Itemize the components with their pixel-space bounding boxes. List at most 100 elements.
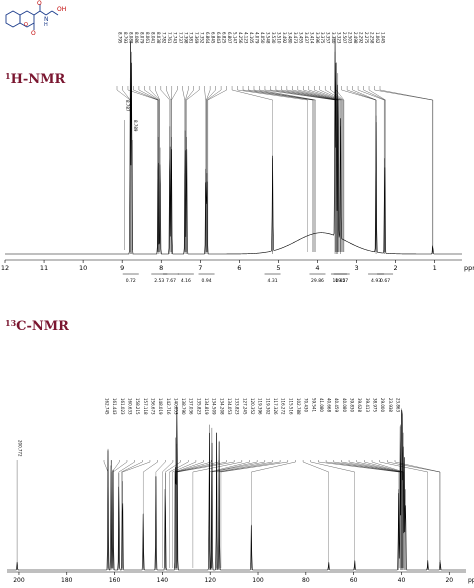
peak-label: 7.743 bbox=[172, 32, 177, 44]
integral-label: 29.86 bbox=[311, 278, 324, 284]
x-tick-label: 8 bbox=[159, 264, 163, 272]
x-tick-label: 200 bbox=[13, 577, 25, 584]
peak-label: 8.041 bbox=[150, 32, 155, 44]
peak-label: 7.737 bbox=[178, 32, 183, 44]
peak-label: 8.787 bbox=[125, 100, 130, 112]
label-leader bbox=[204, 89, 206, 101]
label-leader bbox=[259, 89, 316, 101]
label-leader bbox=[209, 461, 250, 473]
label-leader bbox=[166, 89, 171, 101]
label-leader bbox=[356, 461, 403, 473]
label-leader bbox=[127, 89, 158, 101]
peak-label: 148.019 bbox=[158, 398, 163, 415]
label-leader bbox=[206, 89, 216, 101]
integral-label: 19.57 bbox=[335, 278, 348, 284]
label-leader bbox=[325, 89, 343, 101]
peak-label: 39.830 bbox=[350, 398, 355, 412]
label-leader bbox=[176, 461, 227, 473]
integral-label: 7.67 bbox=[166, 278, 176, 284]
integral-label: 2.53 bbox=[154, 278, 164, 284]
label-leader bbox=[374, 89, 433, 101]
peak-label: 7.381 bbox=[189, 32, 194, 44]
peak-label: 134.509 bbox=[212, 398, 217, 415]
peak-label: 3.396 bbox=[315, 32, 320, 44]
label-leader bbox=[275, 89, 337, 101]
atom-label: O bbox=[37, 0, 42, 7]
peak-label: 70.430 bbox=[304, 398, 309, 412]
peak-label: 2.258 bbox=[370, 32, 375, 44]
x-tick-label: 160 bbox=[109, 577, 121, 584]
label-leader bbox=[207, 89, 222, 101]
peak-label: 4.050 bbox=[260, 32, 265, 44]
label-leader bbox=[112, 461, 120, 473]
label-leader bbox=[394, 461, 441, 473]
label-leader bbox=[185, 89, 194, 101]
label-leader bbox=[341, 461, 402, 473]
x-tick-label: 4 bbox=[315, 264, 319, 272]
integral-label: 10.82 bbox=[333, 278, 346, 284]
peak-label: 7.782 bbox=[161, 32, 166, 44]
x-tick-label: 6 bbox=[237, 264, 241, 272]
label-leader bbox=[177, 461, 235, 473]
label-leader bbox=[303, 89, 340, 101]
peak-label: 3.437 bbox=[304, 32, 309, 44]
label-leader bbox=[121, 461, 143, 473]
peak-label: 3.340 bbox=[331, 32, 336, 44]
peak-label: 8.795 bbox=[118, 32, 123, 44]
label-leader bbox=[144, 89, 159, 101]
integral-label: 0.67 bbox=[380, 278, 390, 284]
peak-label: 7.369 bbox=[194, 32, 199, 44]
integral-label: 4.16 bbox=[181, 278, 191, 284]
peak-label: 200.772 bbox=[18, 440, 23, 457]
label-leader bbox=[237, 89, 308, 101]
label-leader bbox=[169, 461, 189, 473]
label-leader bbox=[165, 461, 181, 473]
peak-label: 161.023 bbox=[120, 398, 125, 415]
peak-label: 3.414 bbox=[309, 32, 314, 44]
peak-label: 59.541 bbox=[311, 398, 316, 412]
peak-label: 3.323 bbox=[337, 32, 342, 44]
label-leader bbox=[242, 89, 313, 101]
peak-label: 40.668 bbox=[327, 398, 332, 412]
peak-label: 7.352 bbox=[200, 32, 205, 44]
label-leader bbox=[314, 89, 342, 101]
peak-label: 3.375 bbox=[320, 32, 325, 44]
label-leader bbox=[232, 89, 273, 101]
peak-label: 119.302 bbox=[265, 398, 270, 415]
peak-label: 4.123 bbox=[244, 32, 249, 44]
x-tick-label: 9 bbox=[120, 264, 124, 272]
label-leader bbox=[176, 461, 219, 473]
label-leader bbox=[110, 461, 112, 473]
peak-label: 40.459 bbox=[334, 398, 339, 412]
label-leader bbox=[122, 461, 150, 473]
peak-label: 2.498 bbox=[353, 32, 358, 44]
x-tick-label: 3 bbox=[354, 264, 358, 272]
peak-label: 3.548 bbox=[265, 32, 270, 44]
c-nmr-title: 13C-NMR bbox=[5, 318, 69, 334]
atom-label: N bbox=[44, 16, 49, 23]
peak-label: 158.215 bbox=[135, 398, 140, 415]
x-tick-label: 140 bbox=[157, 577, 169, 584]
c-nmr-chart: 20018016014012010080604020ppm162.745161.… bbox=[7, 398, 474, 584]
peak-label: 161.443 bbox=[112, 398, 117, 415]
label-leader bbox=[138, 89, 159, 101]
label-leader bbox=[172, 461, 196, 473]
peak-label: 6.825 bbox=[222, 32, 227, 44]
peak-label: 7.398 bbox=[183, 32, 188, 44]
label-leader bbox=[171, 89, 178, 101]
peak-label: 135.823 bbox=[196, 398, 201, 415]
x-tick-label: 120 bbox=[204, 577, 216, 584]
label-leader bbox=[220, 461, 288, 473]
x-tick-label: 100 bbox=[252, 577, 264, 584]
peak-label: 162.745 bbox=[105, 398, 110, 415]
peak-label: 2.275 bbox=[364, 32, 369, 44]
label-leader bbox=[387, 461, 440, 473]
peak-label: 134.819 bbox=[204, 398, 209, 415]
peak-label: 8.061 bbox=[145, 32, 150, 44]
label-leader bbox=[185, 89, 189, 101]
label-leader bbox=[341, 89, 376, 101]
peak-label: 4.256 bbox=[238, 32, 243, 44]
peak-label: 134.208 bbox=[219, 398, 224, 415]
integral-label: 4.31 bbox=[268, 278, 278, 284]
x-tick-label: 12 bbox=[1, 264, 9, 272]
